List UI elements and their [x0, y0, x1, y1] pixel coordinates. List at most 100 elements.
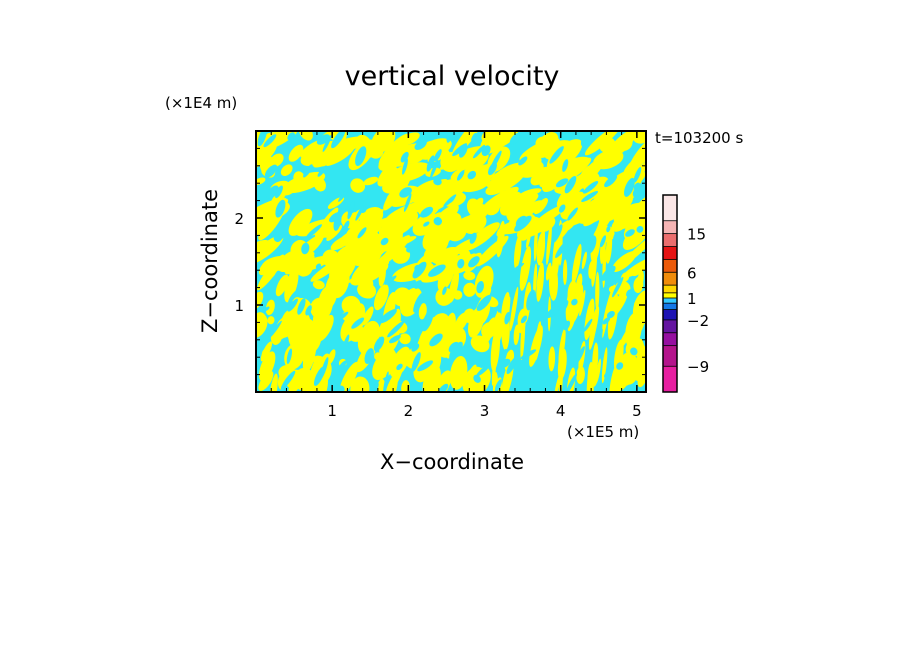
colorbar-tick-label: 15 — [687, 226, 706, 244]
updraft-patch — [256, 235, 284, 265]
updraft-patch — [595, 271, 600, 312]
y-axis-ticks: 12 — [234, 147, 646, 376]
downdraft-patch — [616, 317, 628, 335]
downdraft-patch — [518, 156, 528, 166]
updraft-patch — [278, 310, 292, 339]
downdraft-patch — [586, 235, 597, 254]
updraft-patch — [393, 212, 407, 224]
downdraft-patch — [433, 217, 443, 226]
updraft-patch — [558, 366, 563, 392]
downdraft-patch — [433, 178, 442, 186]
updraft-patch — [509, 200, 543, 224]
downdraft-patch — [336, 311, 349, 322]
updraft-patch — [298, 131, 313, 141]
updraft-patch — [350, 178, 366, 193]
updraft-patch — [579, 289, 586, 317]
updraft-patch — [368, 144, 384, 159]
colorbar-band — [663, 298, 677, 304]
updraft-patch — [548, 346, 556, 372]
downdraft-patch — [520, 315, 528, 324]
updraft-patch — [462, 212, 487, 234]
downdraft-patch — [457, 170, 465, 181]
updraft-patch — [488, 131, 502, 141]
updraft-patch — [418, 303, 427, 320]
updraft-patch — [588, 260, 595, 279]
downdraft-patch — [343, 220, 350, 231]
x-tick-label: 5 — [632, 402, 642, 420]
y-tick-label: 1 — [234, 297, 244, 315]
updraft-patch — [581, 251, 587, 270]
downdraft-patch — [581, 190, 599, 203]
downdraft-patch — [288, 288, 300, 304]
downdraft-patch — [277, 230, 288, 242]
downdraft-patch — [388, 334, 401, 344]
updraft-patch — [325, 255, 357, 293]
chart-title: vertical velocity — [345, 61, 560, 92]
updraft-patch — [520, 313, 526, 361]
downdraft-patch — [563, 320, 571, 331]
downdraft-patch — [399, 187, 412, 198]
downdraft-patch — [604, 175, 618, 188]
updraft-patch — [509, 286, 519, 332]
updraft-patch — [389, 145, 414, 162]
downdraft-patch — [459, 144, 468, 158]
downdraft-patch — [275, 199, 286, 218]
downdraft-patch — [457, 258, 465, 269]
updraft-patch — [267, 316, 275, 325]
updraft-patch — [256, 142, 277, 169]
downdraft-patch — [625, 229, 635, 237]
downdraft-patch — [351, 317, 365, 329]
updraft-patch — [259, 351, 276, 382]
downdraft-patch — [301, 242, 310, 255]
downdraft-patch — [338, 189, 349, 202]
downdraft-patch — [446, 131, 455, 143]
downdraft-patch — [413, 280, 423, 289]
updraft-patch — [565, 279, 575, 322]
downdraft-patch — [624, 177, 635, 197]
downdraft-patch — [564, 176, 577, 194]
downdraft-patch — [322, 135, 332, 152]
downdraft-patch — [430, 159, 439, 179]
updraft-patch — [513, 324, 520, 346]
updraft-patch — [463, 271, 476, 281]
downdraft-patch — [506, 357, 518, 375]
y-tick-label: 2 — [234, 210, 244, 228]
updraft-patch — [574, 290, 581, 312]
time-label: t=103200 s — [655, 129, 743, 147]
downdraft-patch — [546, 306, 560, 319]
downdraft-patch — [280, 370, 296, 390]
updraft-patch — [629, 140, 646, 168]
downdraft-patch — [417, 360, 434, 372]
downdraft-patch — [387, 321, 405, 338]
updraft-patch — [312, 280, 325, 290]
updraft-patch — [558, 209, 600, 229]
colorbar-band — [663, 195, 677, 222]
plot-frame — [255, 130, 647, 393]
updraft-patch — [450, 168, 463, 180]
colorbar-tick-label: 6 — [687, 264, 697, 282]
downdraft-patch — [315, 263, 321, 270]
downdraft-patch — [555, 178, 569, 188]
downdraft-patch — [552, 224, 563, 243]
x-axis-label: X−coordinate — [380, 450, 524, 474]
updraft-patch — [601, 347, 608, 384]
updraft-patch — [536, 229, 546, 264]
updraft-patch — [519, 246, 532, 291]
updraft-patch — [339, 361, 359, 392]
updraft-patch — [283, 171, 326, 194]
updraft-patch — [536, 262, 545, 302]
updraft-patch — [430, 313, 451, 336]
updraft-patch — [387, 375, 398, 392]
downdraft-patch — [414, 264, 422, 273]
downdraft-patch — [384, 275, 397, 285]
updraft-patch — [363, 176, 379, 186]
updraft-patch — [618, 319, 637, 350]
downdraft-patch — [426, 155, 435, 172]
downdraft-patch — [476, 280, 484, 294]
downdraft-patch — [290, 200, 302, 215]
y-unit-label: (×1E4 m) — [165, 94, 237, 112]
updraft-patch — [400, 132, 420, 146]
colorbar-tick-label: −2 — [687, 312, 709, 330]
downdraft-patch — [406, 240, 420, 253]
downdraft-patch — [320, 357, 329, 379]
